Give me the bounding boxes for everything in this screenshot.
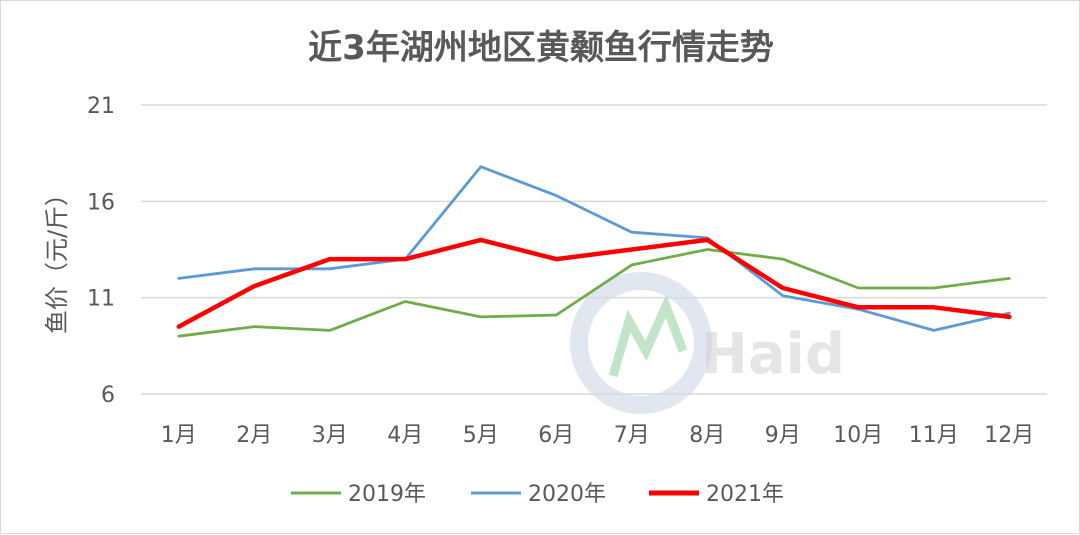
legend-label: 2019年 bbox=[348, 482, 426, 507]
watermark-wave-icon bbox=[608, 294, 688, 378]
x-tick-label: 9月 bbox=[765, 423, 801, 448]
y-axis-label: 鱼价（元/斤） bbox=[43, 182, 71, 334]
y-tick-label: 16 bbox=[87, 190, 115, 215]
x-tick-label: 12月 bbox=[984, 423, 1034, 448]
legend-label: 2020年 bbox=[528, 482, 606, 507]
legend: 2019年 2020年 2021年 bbox=[291, 482, 784, 507]
x-tick-label: 7月 bbox=[614, 423, 650, 448]
x-tick-label: 4月 bbox=[387, 423, 423, 448]
x-axis-ticks: 1月 2月 3月 4月 5月 6月 7月 8月 9月 10月 11月 12月 bbox=[161, 423, 1035, 448]
watermark-brand-text: Haid bbox=[701, 322, 845, 387]
x-tick-label: 1月 bbox=[161, 423, 197, 448]
x-tick-label: 5月 bbox=[463, 423, 499, 448]
haid-watermark: Haid bbox=[570, 272, 845, 414]
chart-title: 近3年湖州地区黄颡鱼行情走势 bbox=[308, 28, 774, 68]
series-line-2021年 bbox=[176, 237, 1012, 329]
y-tick-label: 6 bbox=[101, 383, 115, 408]
gridlines bbox=[141, 104, 1047, 395]
series-line-2019年 bbox=[177, 248, 1011, 338]
series-lines bbox=[176, 165, 1012, 338]
x-tick-label: 10月 bbox=[833, 423, 883, 448]
legend-label: 2021年 bbox=[706, 482, 784, 507]
x-tick-label: 8月 bbox=[689, 423, 725, 448]
x-tick-label: 2月 bbox=[236, 423, 272, 448]
series-line-2020年 bbox=[177, 165, 1011, 332]
y-tick-label: 11 bbox=[87, 287, 115, 312]
watermark-ring-icon bbox=[570, 272, 712, 414]
x-tick-label: 3月 bbox=[312, 423, 348, 448]
y-tick-label: 21 bbox=[87, 94, 115, 119]
y-axis-ticks: 6 11 16 21 bbox=[87, 94, 115, 408]
x-tick-label: 11月 bbox=[909, 423, 959, 448]
x-tick-label: 6月 bbox=[538, 423, 574, 448]
